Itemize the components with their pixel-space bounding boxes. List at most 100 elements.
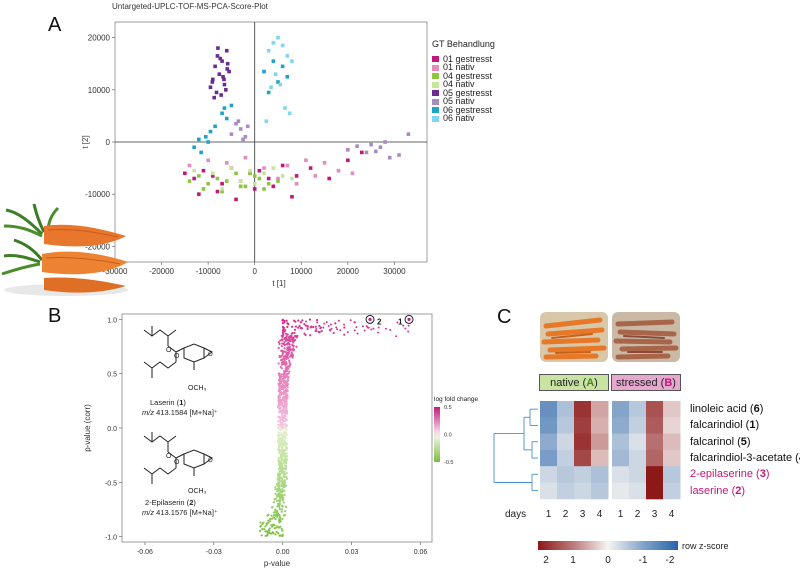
volcano-point — [343, 323, 346, 326]
volcano-point — [277, 346, 280, 350]
volcano-point — [293, 328, 297, 331]
pca-legend-swatch — [432, 64, 439, 71]
pca-legend-label: 01 nativ — [443, 62, 475, 73]
volcano-y-axis-label: p-value (corr) — [83, 404, 92, 452]
volcano-point — [337, 319, 340, 322]
heatmap-cell — [663, 433, 681, 451]
pca-point — [369, 142, 373, 147]
volcano-point — [277, 426, 280, 429]
volcano-point — [291, 354, 294, 358]
heatmap-cell — [663, 466, 681, 483]
volcano-point — [275, 494, 279, 497]
volcano-point — [287, 323, 290, 326]
pca-point — [285, 163, 290, 168]
pca-point — [350, 171, 355, 176]
volcano-point — [283, 455, 286, 458]
row-label-name: falcarindiol-3-acetate ( — [690, 451, 799, 464]
zscore-colorbar-title: row z-score — [682, 541, 729, 551]
heatmap-cell — [663, 401, 681, 418]
volcano-point — [285, 368, 288, 372]
volcano-point — [282, 482, 286, 485]
volcano-point — [297, 319, 300, 322]
volcano-point — [277, 431, 280, 434]
heatmap-cell — [591, 449, 609, 467]
volcano-point — [281, 426, 284, 429]
heatmap-row-label: 2-epilaserine (3) — [690, 468, 770, 480]
laserin-substituent: OCH₃ — [188, 385, 207, 392]
volcano-point — [280, 459, 283, 462]
volcano-point — [315, 329, 318, 332]
zscore-colorbar-tick: 0 — [605, 555, 611, 566]
volcano-point — [267, 521, 270, 524]
day-label: 2 — [563, 509, 569, 520]
volcano-point — [281, 339, 284, 342]
volcano-point — [281, 504, 284, 507]
volcano-point — [402, 324, 405, 327]
pca-point — [397, 153, 401, 157]
volcano-point — [282, 467, 286, 470]
pca-legend-item: 06 nativ — [432, 114, 495, 124]
row-label-name: 2-epilaserine ( — [690, 468, 760, 481]
volcano-point — [370, 328, 373, 331]
volcano-point — [267, 519, 270, 522]
volcano-point — [283, 347, 286, 350]
heatmap-cell — [540, 433, 558, 451]
day-label: 1 — [546, 509, 552, 520]
volcano-point — [277, 423, 280, 426]
volcano-point — [285, 399, 288, 402]
volcano-point — [288, 345, 291, 348]
volcano-point — [384, 327, 387, 330]
pca-point — [197, 192, 201, 196]
pca-legend-item: 04 gestresst — [432, 71, 495, 81]
pca-legend-title: GT Behandlung — [432, 39, 495, 49]
volcano-point — [372, 327, 375, 330]
volcano-point — [279, 384, 283, 388]
pca-point — [271, 59, 276, 63]
volcano-point — [277, 532, 280, 535]
volcano-point — [292, 336, 295, 339]
volcano-y-tick-label: -0.5 — [105, 480, 117, 487]
pca-point — [257, 176, 262, 181]
heatmap-cell — [612, 401, 630, 418]
volcano-point — [281, 361, 284, 365]
volcano-point — [284, 423, 287, 426]
heatmap-row-label: linoleic acid (6) — [690, 403, 763, 415]
volcano-point — [281, 322, 284, 325]
volcano-point — [274, 510, 278, 514]
volcano-point — [294, 335, 297, 338]
volcano-point — [274, 508, 277, 511]
pca-point — [290, 176, 294, 181]
volcano-point — [280, 402, 283, 405]
pca-point — [294, 174, 299, 178]
heatmap-cell — [557, 449, 575, 467]
volcano-point — [281, 377, 285, 380]
heatmap-cell — [574, 466, 592, 483]
heatmap-cell — [591, 401, 609, 418]
volcano-point — [271, 506, 274, 509]
volcano-point — [270, 514, 273, 517]
volcano-colorbar — [434, 407, 440, 462]
volcano-point — [283, 493, 286, 497]
volcano-point — [306, 325, 309, 328]
pca-point — [355, 144, 359, 148]
volcano-point — [284, 415, 287, 418]
volcano-point — [285, 319, 288, 322]
volcano-point — [277, 415, 280, 418]
heatmap-row-label: falcarindiol-3-acetate (4) — [690, 452, 800, 464]
pca-point — [308, 166, 313, 170]
volcano-point — [273, 527, 276, 530]
pca-point — [243, 155, 248, 160]
volcano-point — [285, 454, 289, 458]
volcano-point — [267, 529, 271, 532]
heatmap-cell — [612, 417, 630, 435]
volcano-point — [297, 326, 300, 329]
pca-point — [304, 158, 308, 163]
heatmap-cell — [646, 482, 664, 500]
pca-point — [264, 119, 269, 123]
volcano-point — [285, 362, 288, 365]
volcano-point — [282, 474, 285, 477]
volcano-point — [277, 440, 280, 444]
pca-legend-swatch — [432, 107, 439, 114]
stressed-text: stressed ( — [616, 377, 665, 389]
epilaserin-mz-value: 413.1576 [M+Na]⁺ — [154, 508, 218, 517]
